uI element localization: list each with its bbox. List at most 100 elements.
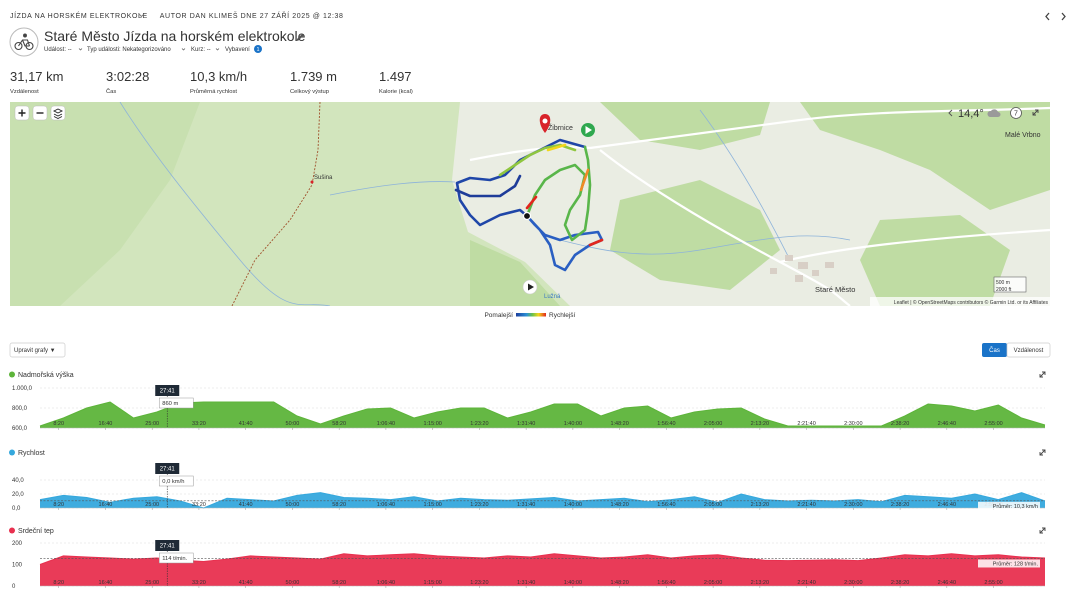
- layers-icon: [52, 108, 64, 120]
- x-tick-label: 1:56:40: [657, 580, 675, 586]
- x-tick-label: 2:21:40: [797, 580, 815, 586]
- y-tick-label: 800,0: [12, 406, 28, 412]
- x-tick-label: 2:55:00: [984, 421, 1002, 427]
- x-tick-label: 2:55:00: [984, 580, 1002, 586]
- x-tick-label: 1:56:40: [657, 421, 675, 427]
- trail: [231, 102, 321, 306]
- breadcrumb: JÍZDA NA HORSKÉM ELEKTROKOLE AUTOR DAN KL…: [10, 11, 344, 20]
- stat-value: 1.497: [379, 69, 412, 84]
- area-fill: [40, 402, 1045, 428]
- x-tick-label: 2:30:00: [844, 421, 862, 427]
- meta-label: Událost:: [44, 47, 66, 53]
- activity-icon[interactable]: [9, 27, 39, 57]
- cursor-time: 27:41: [160, 544, 176, 550]
- date: 27 ZÁŘÍ 2025 @ 12:38: [260, 11, 344, 20]
- x-tick-label: 41:40: [239, 421, 253, 427]
- stats-row: 31,17 km Vzdálenost 3:02:28 Čas 10,3 km/h Prů…: [10, 69, 413, 95]
- end-marker-dot: [542, 118, 548, 124]
- x-tick-label: 33:20: [192, 421, 206, 427]
- map[interactable]: Žibrnice Sušina Malé Vrbno Staré Město L…: [10, 102, 1050, 306]
- x-tick-label: 25:00: [145, 421, 159, 427]
- x-tick-label: 16:40: [99, 421, 113, 427]
- mode-time-label: Čas: [989, 347, 1000, 354]
- meta-value: --: [68, 47, 72, 53]
- chart-expand[interactable]: [1039, 527, 1046, 534]
- stat-value: 1.739 m: [290, 69, 337, 84]
- x-tick-label: 2:38:20: [891, 421, 909, 427]
- start-marker-icon: [585, 126, 592, 134]
- author[interactable]: DAN KLIMEŠ: [190, 11, 238, 20]
- cursor-time: 27:41: [160, 467, 176, 473]
- y-tick-label: 600,0: [12, 426, 28, 432]
- x-tick-label: 8:20: [53, 580, 64, 586]
- stat-value: 10,3 km/h: [190, 69, 247, 84]
- meta-course[interactable]: Kurz: --: [191, 47, 211, 53]
- weather-temperature: 14,4°: [958, 108, 984, 120]
- next-activity[interactable]: [1061, 12, 1066, 21]
- activity-type[interactable]: JÍZDA NA HORSKÉM ELEKTROKOLE: [10, 11, 148, 20]
- area-fill: [40, 492, 1045, 508]
- x-tick-label: 2:46:40: [938, 580, 956, 586]
- meta-event-type[interactable]: Typ události: Nekategorizováno: [87, 47, 171, 53]
- chart-expand[interactable]: [1039, 449, 1046, 456]
- x-tick-label: 1:06:40: [377, 580, 395, 586]
- mode-time-button[interactable]: [982, 343, 1007, 357]
- x-tick-label: 2:30:00: [844, 580, 862, 586]
- meta-event[interactable]: Událost: --: [44, 47, 72, 53]
- x-tick-label: 1:23:20: [470, 421, 488, 427]
- mode-distance-button[interactable]: [1006, 342, 1051, 358]
- cursor-value: 114 t/min.: [162, 556, 187, 562]
- meta-value: --: [207, 47, 211, 53]
- map-fullscreen[interactable]: [1032, 109, 1039, 116]
- author-prefix: AUTOR: [160, 13, 187, 20]
- prev-activity[interactable]: [1045, 12, 1050, 21]
- meta-label: Typ události:: [87, 47, 121, 53]
- x-tick-label: 1:56:40: [657, 502, 675, 508]
- place-label: Malé Vrbno: [1005, 132, 1041, 139]
- meta-label: Kurz:: [191, 47, 205, 53]
- equipment[interactable]: Vybavení: [225, 47, 250, 53]
- x-tick-label: 16:40: [99, 580, 113, 586]
- x-tick-label: 1:40:00: [564, 421, 582, 427]
- legend-slow: Pomalejší: [484, 312, 513, 319]
- equipment-badge: [254, 45, 262, 53]
- weather-prev[interactable]: [948, 109, 953, 117]
- edit-charts-label: Upravit grafy ▼: [14, 348, 56, 354]
- map-attribution[interactable]: Leaflet | © OpenStreetMaps contributors …: [894, 299, 1049, 306]
- legend-fast: Rychlejší: [549, 312, 576, 319]
- stat-label: Kalorie (kcal): [379, 89, 413, 95]
- x-tick-label: 1:23:20: [470, 580, 488, 586]
- chart-expand[interactable]: [1039, 371, 1046, 378]
- cursor-time: 27:41: [160, 389, 176, 395]
- mode-distance-label: Vzdálenost: [1014, 348, 1044, 354]
- x-tick-label: 16:40: [99, 502, 113, 508]
- x-tick-label: 25:00: [145, 502, 159, 508]
- chart-title: Nadmořská výška: [18, 372, 74, 379]
- x-tick-label: 2:38:20: [891, 502, 909, 508]
- area-fill: [40, 553, 1045, 586]
- x-tick-label: 2:05:00: [704, 580, 722, 586]
- x-tick-label: 41:40: [239, 580, 253, 586]
- edit-charts-button[interactable]: [9, 342, 66, 358]
- x-tick-label: 2:21:40: [797, 502, 815, 508]
- x-tick-label: 50:00: [286, 580, 300, 586]
- average-label: Průměr: 128 t/min.: [993, 560, 1039, 567]
- x-tick-label: 2:46:40: [938, 421, 956, 427]
- area-line: [39, 492, 1046, 509]
- x-tick-label: 1:23:20: [470, 502, 488, 508]
- x-tick-label: 2:13:20: [751, 502, 769, 508]
- route[interactable]: [454, 138, 604, 272]
- x-tick-label: 58:20: [332, 502, 346, 508]
- type-dropdown-icon[interactable]: [138, 13, 145, 18]
- y-tick-label: 200: [12, 541, 23, 547]
- charts: Nadmořská výška 600,0 800,0 1.000,0 8:20 16:4…: [9, 371, 1046, 590]
- peak-marker: [310, 180, 314, 184]
- activity-title: Staré Město Jízda na horském elektrokole: [44, 28, 306, 44]
- x-tick-label: 1:06:40: [377, 421, 395, 427]
- edit-title[interactable]: [296, 34, 304, 41]
- x-tick-label: 33:20: [192, 580, 206, 586]
- x-tick-label: 41:40: [239, 502, 253, 508]
- equipment-count: 1: [256, 47, 259, 53]
- place-label: Sušina: [314, 175, 333, 181]
- stat-label: Průměrná rychlost: [190, 88, 237, 95]
